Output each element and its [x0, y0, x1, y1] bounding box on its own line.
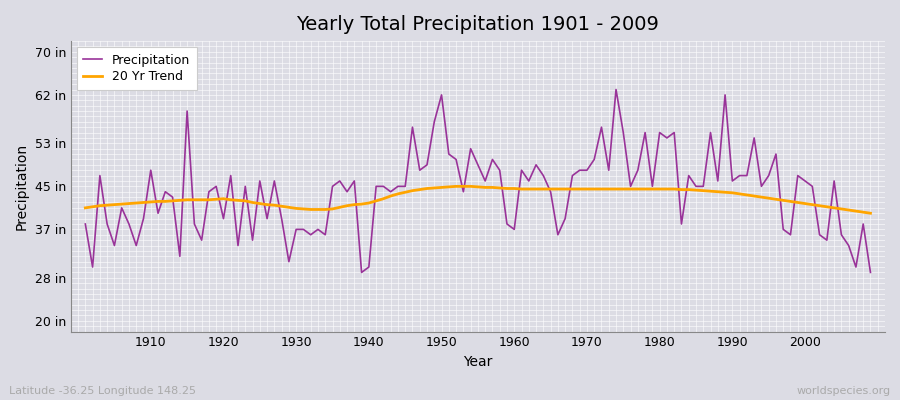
Precipitation: [865, 270, 876, 275]
Precipitation: [138, 216, 148, 221]
X-axis label: Year: Year: [464, 355, 492, 369]
Precipitation: [516, 168, 526, 173]
20 Yr Trend: [80, 206, 91, 210]
Precipitation: [80, 222, 91, 226]
Precipitation: [298, 227, 309, 232]
Text: worldspecies.org: worldspecies.org: [796, 386, 891, 396]
Precipitation: [508, 227, 519, 232]
Y-axis label: Precipitation: Precipitation: [15, 143, 29, 230]
20 Yr Trend: [451, 184, 462, 189]
Precipitation: [342, 189, 353, 194]
20 Yr Trend: [138, 200, 148, 205]
20 Yr Trend: [865, 211, 876, 216]
20 Yr Trend: [298, 206, 309, 211]
Line: 20 Yr Trend: 20 Yr Trend: [86, 186, 870, 213]
20 Yr Trend: [342, 203, 353, 208]
20 Yr Trend: [516, 187, 526, 192]
Precipitation: [356, 270, 367, 275]
20 Yr Trend: [603, 187, 614, 192]
Precipitation: [603, 168, 614, 173]
Title: Yearly Total Precipitation 1901 - 2009: Yearly Total Precipitation 1901 - 2009: [296, 15, 660, 34]
Legend: Precipitation, 20 Yr Trend: Precipitation, 20 Yr Trend: [77, 47, 196, 90]
Line: Precipitation: Precipitation: [86, 90, 870, 272]
Precipitation: [610, 87, 621, 92]
Text: Latitude -36.25 Longitude 148.25: Latitude -36.25 Longitude 148.25: [9, 386, 196, 396]
20 Yr Trend: [508, 186, 519, 191]
